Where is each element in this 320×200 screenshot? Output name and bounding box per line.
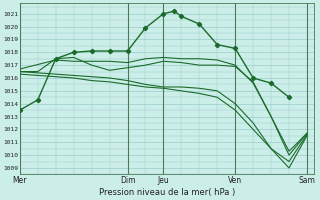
X-axis label: Pression niveau de la mer( hPa ): Pression niveau de la mer( hPa ) bbox=[99, 188, 235, 197]
